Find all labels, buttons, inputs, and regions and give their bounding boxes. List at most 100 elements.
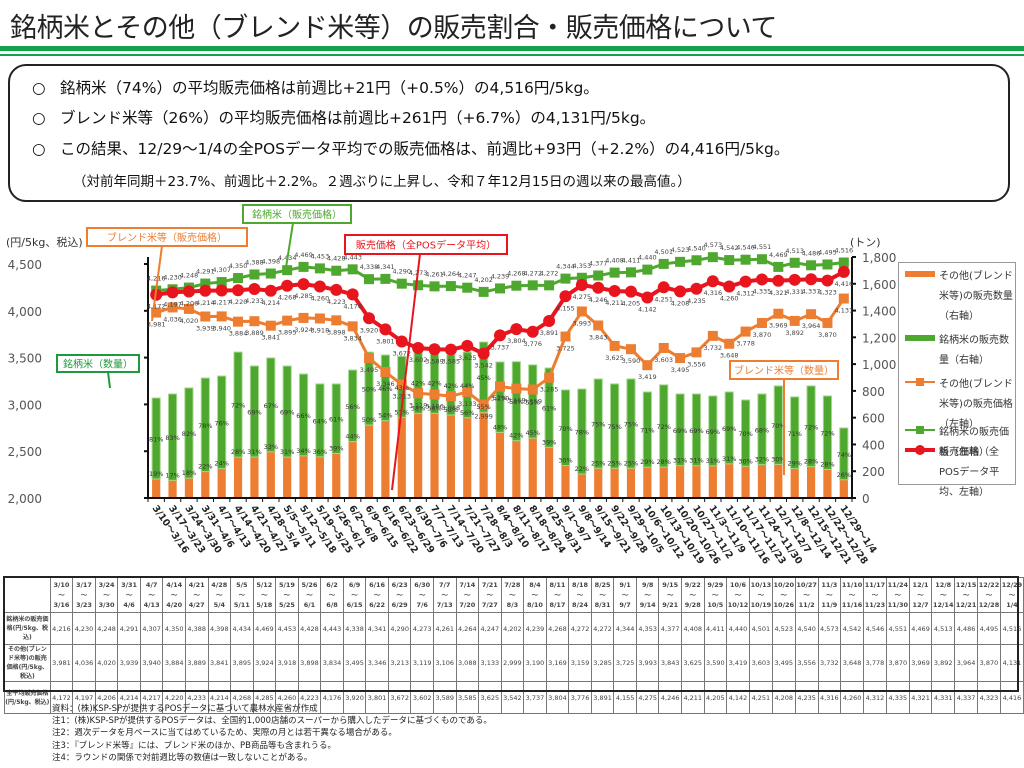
marker-pos-price [215,284,228,297]
footnote: 注2：週次データを月ベースに当てはめているため、実際の月とは若干異なる場合がある… [52,728,397,739]
bar-brand-qty [528,364,538,439]
table-cell: 4,377 [658,612,682,645]
pct-label-blend: 25% [591,459,605,467]
marker-blend-price [625,344,636,355]
marker-blend-price [151,307,162,318]
table-row: その他(ブレンド米等)の販売価格(円/5kg、税込) 3,981 4,036 4,02… [4,644,1024,682]
marker-brand-price [511,280,522,291]
marker-pos-price [166,286,179,299]
marker-pos-price [575,279,588,292]
marker-blend-price [347,321,358,332]
pct-label-brand: 69% [280,409,294,417]
marker-brand-price [527,280,538,291]
marker-blend-price [691,347,702,358]
table-column-header: 12/15 ～ 12/21 [954,577,979,613]
bar-blend-qty [250,457,259,498]
pct-label-brand: 52% [493,394,507,402]
table-cell: 3,981 [49,644,74,682]
table-column-header: 3/17 ～ 3/23 [72,577,96,613]
bar-blend-qty [463,417,472,498]
table-row-header: その他(ブレンド米等)の販売価格(円/5kg、税込) [4,644,51,682]
bar-blend-qty [561,465,570,498]
value-label-pos-price: 4,260 [311,294,330,302]
table-column-header: 6/23 ～ 6/29 [387,577,412,613]
bar-brand-qty [610,383,620,469]
value-label-blend-price: 3,133 [458,400,477,408]
pct-label-brand: 58% [509,398,523,406]
marker-brand-price [707,252,718,263]
value-label-brand-price: 4,291 [196,268,215,276]
bar-brand-qty [626,378,636,469]
marker-blend-price [724,338,735,349]
marker-blend-price [773,308,784,319]
table-cell: 4,501 [748,612,773,645]
y-tick-label-right: 1,400 [862,305,896,319]
value-label-pos-price: 4,155 [556,304,575,312]
value-label-pos-price: 4,275 [573,293,592,301]
value-label-pos-price: 3,602 [409,356,428,364]
table-cell: 3,213 [387,644,412,682]
bar-brand-qty [822,395,833,470]
bar-blend-qty [577,474,586,498]
marker-blend-price [200,311,211,322]
pct-label-blend: 30% [738,457,752,465]
chart: 2,000 2,500 3,000 3,500 4,000 4,500 0 200 400 600… [6,204,896,567]
table-column-header: 10/27 ～ 11/2 [794,577,819,613]
marker-brand-price [233,273,244,284]
marker-blend-price [576,306,587,317]
summary-line: ○ ブレンド米等（26%）の平均販売価格は前週比+261円（+6.7%）の4,13… [32,109,656,127]
value-label-pos-price: 3,801 [376,337,395,345]
pct-label-brand: 42% [444,382,458,390]
callout-brand-price-leader [284,222,294,275]
footnote: 注3：『ブレンド米等』には、ブレンド米のほか、PB商品等も含まれうる。 [52,740,336,751]
summary-box: ○ 銘柄米（74%）の平均販売価格は前週比+21円（+0.5%）の4,516円/5… [8,64,1010,202]
table-cell: 3,732 [817,644,842,682]
table-cell: 4,523 [771,612,796,645]
table-cell: 3,169 [545,644,570,682]
value-label-pos-price: 4,223 [327,298,346,306]
value-label-pos-price: 3,891 [540,329,559,337]
marker-pos-price [788,273,801,286]
pct-label-brand: 81% [149,435,163,443]
value-label-brand-price: 4,290 [392,268,411,276]
bar-brand-qty [790,396,800,470]
marker-brand-price [396,278,407,289]
value-label-pos-price: 3,542 [474,362,493,370]
table-column-header: 3/24 ～ 3/30 [94,577,119,613]
table-cell: 3,625 [478,681,502,714]
bar-blend-qty [839,479,848,498]
value-label-brand-price: 4,268 [507,270,526,278]
marker-brand-price [544,280,555,291]
marker-pos-price [461,339,474,352]
callout-blend-price-text: ブレンド米等（販売価格） [107,231,227,244]
value-label-pos-price: 4,416 [835,280,854,288]
table-cell: 3,625 [680,644,705,682]
pct-label-blend: 42% [509,432,523,440]
marker-pos-price [232,284,245,297]
pct-label-brand: 43% [395,384,409,392]
marker-blend-price [167,302,178,313]
marker-brand-price [478,286,489,297]
pct-label-blend: 39% [542,438,556,446]
value-label-brand-price: 4,230 [163,273,182,281]
marker-brand-price [609,267,620,278]
bar-brand-qty [659,384,669,468]
value-label-pos-price: 4,211 [605,299,624,307]
value-label-pos-price: 4,260 [720,294,739,302]
marker-brand-price [200,278,211,289]
pct-label-brand: 75% [591,421,605,429]
table-cell: 4,516 [999,612,1024,645]
value-label-blend-price: 3,159 [523,398,542,406]
marker-blend-price [789,315,800,326]
bar-blend-qty [823,469,832,498]
title-rule-thin [0,54,1024,56]
pct-label-brand: 64% [313,417,327,425]
bar-brand-qty [839,427,849,481]
marker-pos-price [821,274,834,287]
pct-label-blend: 17% [165,471,179,479]
table-column-header: 10/6 ～ 10/12 [726,577,750,613]
marker-pos-price [755,273,768,286]
value-label-brand-price: 4,516 [835,247,854,255]
table-cell: 4,291 [117,612,141,645]
value-label-pos-price: 4,206 [180,300,199,308]
